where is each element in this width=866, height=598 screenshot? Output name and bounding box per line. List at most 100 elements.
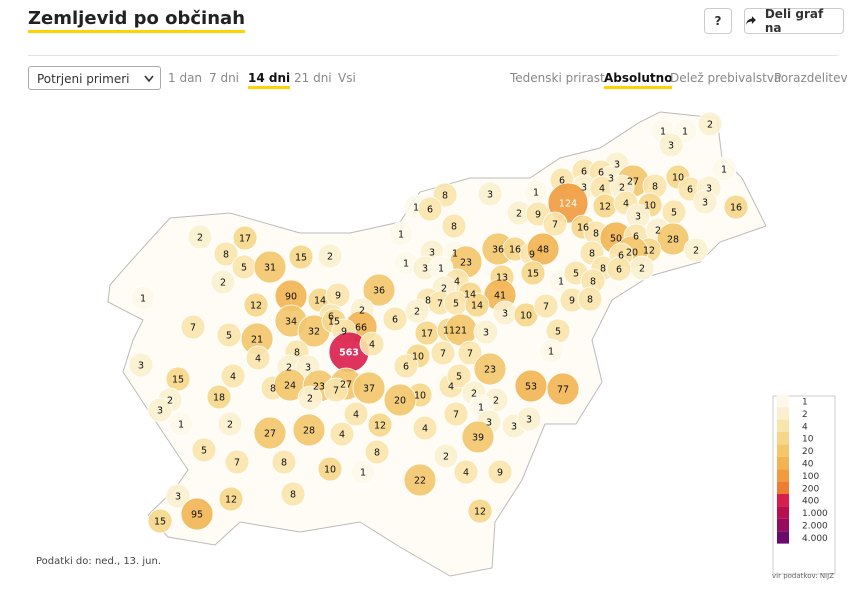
- municipality-count: 3: [422, 264, 428, 275]
- municipality-count: 3: [138, 361, 144, 372]
- municipality-count: 4: [448, 382, 454, 393]
- municipality-count: 1: [721, 165, 727, 176]
- range-link[interactable]: Vsi: [338, 71, 356, 85]
- municipality-count: 23: [313, 382, 325, 393]
- municipality: [213, 241, 239, 267]
- legend-swatch: [777, 432, 789, 445]
- municipality: [317, 456, 343, 482]
- legend-label: 400: [802, 497, 819, 507]
- municipality-count: 7: [453, 410, 459, 421]
- legend-label: 20: [802, 447, 814, 457]
- municipality-count: 2: [516, 209, 522, 220]
- municipality-count: 27: [627, 177, 639, 188]
- municipality-count: 10: [324, 465, 336, 476]
- municipality-count: 15: [527, 269, 539, 280]
- municipality-count: 9: [529, 250, 535, 261]
- municipality-count: 8: [442, 191, 448, 202]
- municipality: [168, 411, 194, 437]
- municipality-count: 36: [373, 286, 385, 297]
- municipality-count: 4: [230, 372, 236, 383]
- municipality-count: 16: [730, 203, 742, 214]
- municipality: [147, 397, 173, 423]
- municipality: [723, 194, 749, 220]
- municipality: [292, 413, 326, 447]
- range-link[interactable]: 1 dan: [168, 71, 203, 85]
- municipality-count: 8: [587, 295, 593, 306]
- legend-swatch: [777, 481, 789, 494]
- municipality-count: 9: [535, 210, 541, 221]
- help-button[interactable]: ?: [704, 8, 732, 34]
- municipality-count: 7: [333, 386, 339, 397]
- municipality-count: 2: [167, 396, 173, 407]
- municipality-count: 2: [307, 394, 313, 405]
- municipality-count: 23: [460, 258, 472, 269]
- municipality: [180, 314, 206, 340]
- municipality-count: 12: [225, 495, 237, 506]
- municipality: [464, 292, 490, 318]
- municipality-count: 14: [314, 296, 326, 307]
- municipality-count: 28: [667, 235, 679, 246]
- select-label: Potrjeni primeri: [37, 72, 130, 86]
- range-link[interactable]: 7 dni: [209, 71, 240, 85]
- municipality: [288, 244, 314, 270]
- municipality-count: 34: [285, 317, 297, 328]
- mode-link[interactable]: Tedenski prirast: [510, 71, 605, 85]
- municipality-count: 90: [285, 292, 297, 303]
- municipality: [577, 286, 603, 312]
- municipality: [382, 306, 408, 332]
- mode-link[interactable]: Delež prebivalstva: [670, 71, 782, 85]
- municipality-count: 4: [463, 468, 469, 479]
- municipality: [253, 416, 287, 450]
- municipality-count: 4: [599, 184, 605, 195]
- municipality-count: 9: [497, 468, 503, 479]
- range-link[interactable]: 21 dni: [294, 71, 332, 85]
- municipality-count: 6: [633, 232, 639, 243]
- municipality-count: 6: [427, 205, 433, 216]
- municipality-count: 27: [340, 380, 352, 391]
- municipality-count: 36: [492, 245, 504, 256]
- municipality: [343, 401, 369, 427]
- municipality-count: 8: [590, 277, 596, 288]
- municipality-count: 8: [600, 264, 606, 275]
- share-button[interactable]: Deli graf na: [744, 7, 844, 35]
- municipality-count: 563: [339, 348, 359, 359]
- range-link[interactable]: 14 dni: [248, 70, 291, 89]
- municipality-count: 7: [543, 302, 549, 313]
- municipality-count: 8: [294, 348, 300, 359]
- municipality-count: 1: [403, 259, 409, 270]
- mode-link[interactable]: Absolutno: [604, 70, 673, 89]
- municipality: [180, 497, 214, 531]
- municipality-count: 5: [456, 372, 462, 383]
- metric-select[interactable]: Potrjeni primeri: [28, 66, 161, 90]
- municipality: [329, 421, 355, 447]
- municipality-count: 4: [369, 340, 375, 351]
- municipality-count: 6: [598, 168, 604, 179]
- municipality-count: 2: [286, 363, 292, 374]
- municipality-count: 23: [484, 365, 496, 376]
- legend-swatch: [777, 456, 789, 470]
- municipality: [220, 363, 246, 389]
- municipality: [128, 352, 154, 378]
- municipality: [191, 437, 217, 463]
- municipality-count: 4: [353, 410, 359, 421]
- municipality-count: 15: [328, 317, 340, 328]
- municipality-count: 3: [305, 363, 311, 374]
- municipality: [473, 352, 507, 386]
- municipality-count: 5: [201, 446, 207, 457]
- legend-label: 40: [802, 460, 814, 470]
- municipality: [130, 285, 156, 311]
- legend-swatch: [777, 419, 789, 432]
- municipality: [364, 439, 390, 465]
- municipality: [697, 111, 723, 137]
- municipality-count: 17: [421, 329, 433, 340]
- municipality-count: 3: [526, 415, 532, 426]
- legend-swatch: [777, 407, 789, 420]
- municipality: [253, 250, 287, 284]
- municipality: [393, 353, 419, 379]
- municipality-count: 3: [511, 422, 517, 433]
- municipality-count: 22: [414, 476, 426, 487]
- municipality-count: 2: [619, 183, 625, 194]
- municipality-count: 5: [241, 263, 247, 274]
- mode-link[interactable]: Porazdelitev: [774, 71, 848, 85]
- municipality-count: 3: [581, 183, 587, 194]
